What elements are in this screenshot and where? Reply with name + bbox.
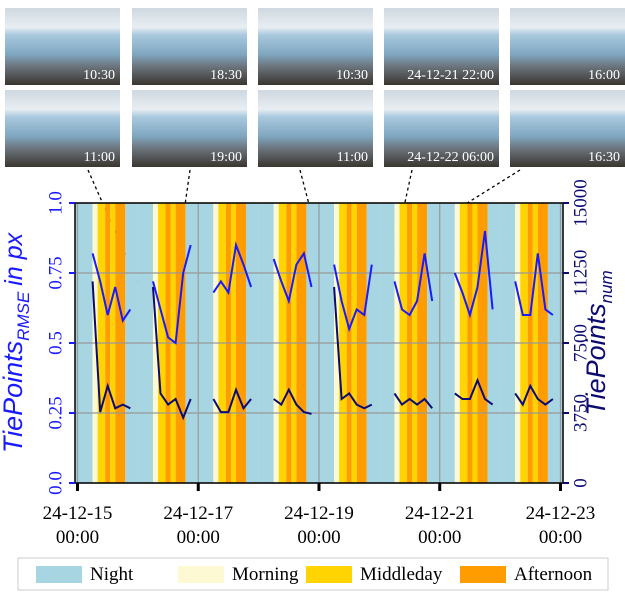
photo [132,90,247,167]
legend-label: Middleday [360,564,443,585]
photo [258,8,373,85]
axis-label-part: RMSE [14,291,33,341]
x-tick-label: 24-12-17 00:00 [163,503,233,548]
photo-time: 16:30 [588,150,620,165]
photo-time: 18:30 [210,68,242,83]
axis-label-part: TiePoints [581,303,611,415]
plot: 0.0 0.25 0.5 0.75 1.0 0 3750 7500 11250 15000 24-1… [0,179,616,591]
y-axis-label: TiePointsRMSE in px [0,231,33,453]
y2-tick-label: 15000 [570,179,591,227]
photo [510,90,625,167]
x-tick-label: 24-12-21 00:00 [405,503,475,548]
y2-tick-label: 3750 [570,394,591,432]
axis-label-part: TiePoints [0,341,28,453]
legend-swatch [36,566,82,583]
photo-grid: 10:30 11:00 18:30 19:00 10:30 11:00 24-12-21 2… [5,8,625,167]
x-tick-label: 24-12-19 00:00 [284,503,354,548]
x-tick-label: 24-12-15 00:00 [43,503,113,548]
photo-time: 10:30 [336,68,368,83]
axis-label-part: num [597,270,616,303]
photo [132,8,247,85]
photo-time: 11:00 [337,150,368,165]
y-tick-label: 0.25 [45,396,66,429]
legend-swatch [306,566,352,583]
photo-time: 10:30 [83,68,115,83]
legend-label: Morning [232,564,299,585]
photo-time: 16:00 [588,68,620,83]
y2-axis-label: TiePointsnum [581,270,616,415]
axis-label-part: in px [0,231,28,285]
photo [384,8,499,85]
photo [5,90,120,167]
photo [258,90,373,167]
arrow [184,169,191,206]
y-tick-label: 0.5 [45,331,66,355]
photo-time: 11:00 [84,150,115,165]
legend-swatch [178,566,224,583]
y-tick-label: 1.0 [45,191,66,215]
x-tick-label: 24-12-23 00:00 [526,503,596,548]
y2-tick-label: 0 [570,478,591,488]
legend-label: Night [90,564,134,585]
y2-tick-label: 11250 [570,250,591,297]
photo-time: 19:00 [210,150,242,165]
photo [384,90,499,167]
series-line [91,281,554,421]
photo-time: 24-12-22 06:00 [407,150,494,165]
y-tick-label: 0.75 [45,256,66,289]
photo [510,8,625,85]
photo-time: 24-12-21 22:00 [407,68,494,83]
photo [5,8,120,85]
series-line [91,230,554,345]
legend-label: Afternoon [514,564,593,585]
y2-tick-label: 7500 [570,324,591,362]
legend-swatch [460,566,506,583]
y-tick-label: 0.0 [45,471,66,495]
